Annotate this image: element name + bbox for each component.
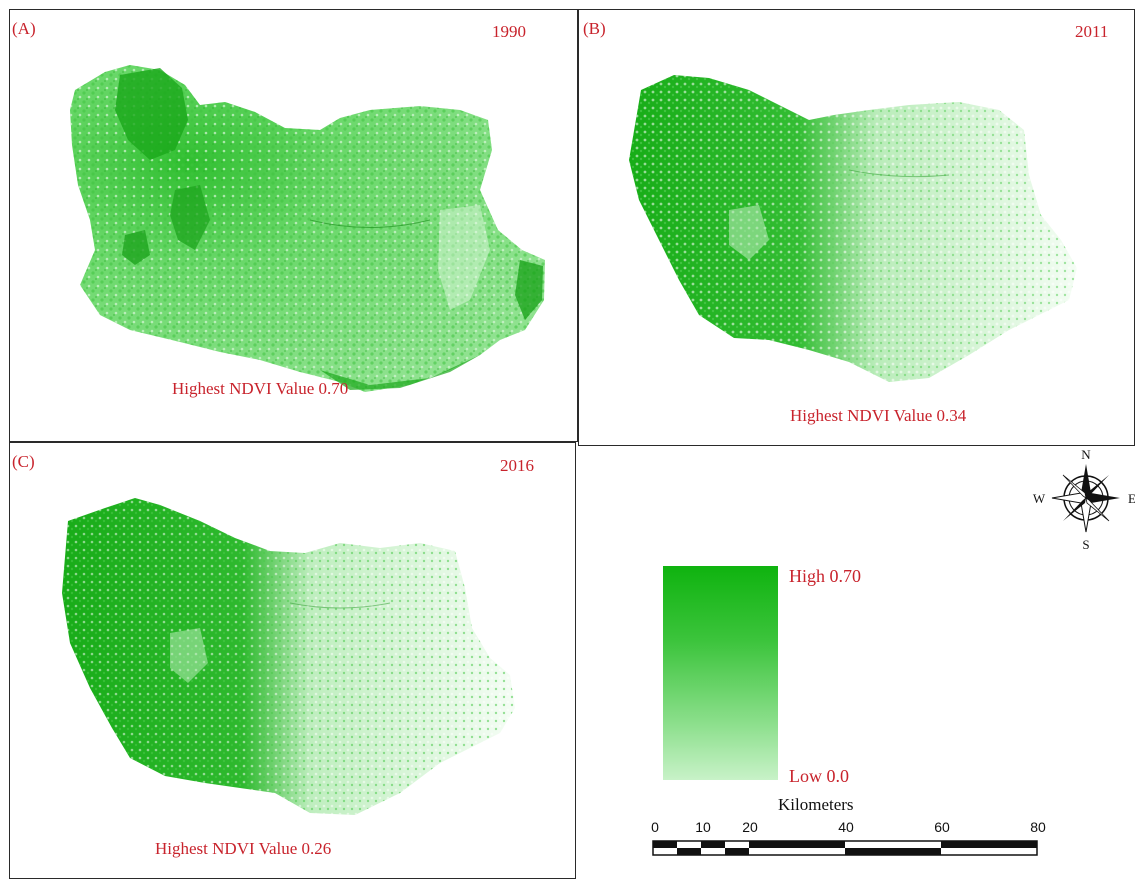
compass-w: W (1033, 491, 1046, 506)
north-arrow-compass-icon: N S E W (1033, 447, 1135, 552)
scale-bar-title: Kilometers (778, 795, 854, 814)
map-panel-a: (A) 1990 Highest NDVI Value 0.70 (9, 9, 578, 442)
map-panel-c: (C) 2016 Highest NDVI Value 0.26 (9, 442, 576, 879)
caption-b: Highest NDVI Value 0.34 (790, 406, 967, 425)
scale-tick-10: 10 (695, 819, 711, 835)
panel-year-b: 2011 (1075, 22, 1109, 41)
scale-tick-80: 80 (1030, 819, 1046, 835)
compass-n: N (1081, 447, 1091, 462)
panel-year-c: 2016 (500, 456, 534, 475)
ndvi-legend-bar (663, 566, 778, 780)
caption-a: Highest NDVI Value 0.70 (172, 379, 349, 398)
scale-tick-20: 20 (742, 819, 758, 835)
ndvi-map-2016 (62, 498, 515, 815)
ndvi-map-1990 (70, 65, 545, 392)
ndvi-map-2011 (629, 75, 1077, 382)
map-panel-b: (B) 2011 Highest NDVI Value 0.34 (578, 9, 1135, 446)
panel-label-b: (B) (583, 19, 606, 38)
legend-panel: N S E W High 0.70 Low 0.0 Kilometers 0 1… (576, 446, 1135, 879)
compass-s: S (1082, 537, 1089, 552)
scale-tick-0: 0 (651, 819, 659, 835)
panel-label-a: (A) (12, 19, 36, 38)
caption-c: Highest NDVI Value 0.26 (155, 839, 332, 858)
legend-high-label: High 0.70 (789, 566, 861, 586)
panel-year-a: 1990 (492, 22, 526, 41)
scale-tick-60: 60 (934, 819, 950, 835)
legend-low-label: Low 0.0 (789, 766, 849, 786)
scale-bar (652, 840, 1038, 856)
scale-tick-40: 40 (838, 819, 854, 835)
compass-e: E (1128, 491, 1135, 506)
panel-label-c: (C) (12, 452, 35, 471)
